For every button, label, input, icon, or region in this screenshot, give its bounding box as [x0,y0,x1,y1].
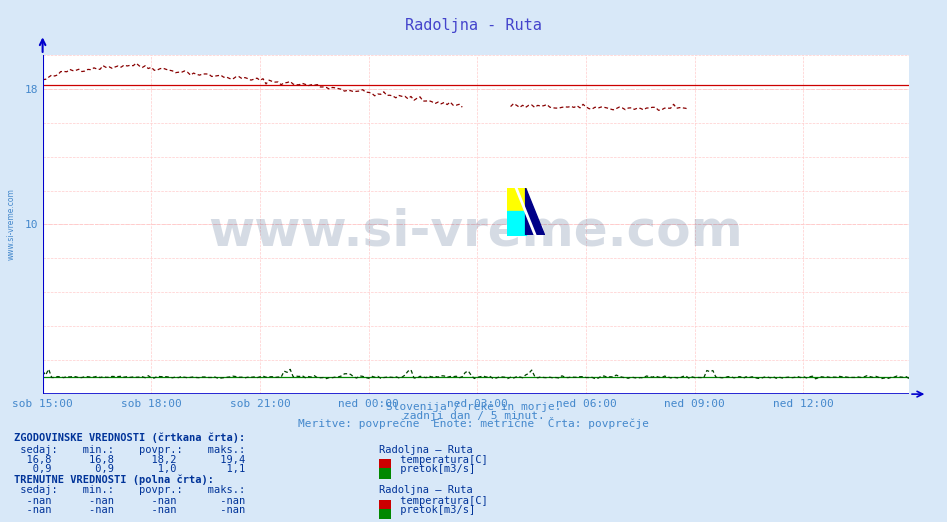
Text: Radoljna – Ruta: Radoljna – Ruta [379,445,473,455]
Text: ZGODOVINSKE VREDNOSTI (črtkana črta):: ZGODOVINSKE VREDNOSTI (črtkana črta): [14,433,245,443]
Text: temperatura[C]: temperatura[C] [394,455,488,465]
Text: Radoljna - Ruta: Radoljna - Ruta [405,18,542,33]
Text: 16,8      16,8      18,2       19,4: 16,8 16,8 18,2 19,4 [14,455,245,465]
Text: TRENUTNE VREDNOSTI (polna črta):: TRENUTNE VREDNOSTI (polna črta): [14,474,214,485]
Text: www.si-vreme.com: www.si-vreme.com [208,207,743,255]
Text: -nan      -nan      -nan       -nan: -nan -nan -nan -nan [14,505,245,515]
Polygon shape [526,188,545,235]
Text: Radoljna – Ruta: Radoljna – Ruta [379,485,473,495]
Text: sedaj:    min.:    povpr.:    maks.:: sedaj: min.: povpr.: maks.: [14,485,245,495]
Text: Slovenija / reke in morje.: Slovenija / reke in morje. [385,402,562,412]
Text: pretok[m3/s]: pretok[m3/s] [394,465,475,474]
Text: www.si-vreme.com: www.si-vreme.com [7,188,16,260]
Text: -nan      -nan      -nan       -nan: -nan -nan -nan -nan [14,496,245,506]
Text: temperatura[C]: temperatura[C] [394,496,488,506]
Text: pretok[m3/s]: pretok[m3/s] [394,505,475,515]
Text: 0,9       0,9       1,0        1,1: 0,9 0,9 1,0 1,1 [14,465,245,474]
Text: zadnji dan / 5 minut.: zadnji dan / 5 minut. [402,411,545,421]
Text: sedaj:    min.:    povpr.:    maks.:: sedaj: min.: povpr.: maks.: [14,445,245,455]
Text: Meritve: povprečne  Enote: metrične  Črta: povprečje: Meritve: povprečne Enote: metrične Črta:… [298,417,649,429]
